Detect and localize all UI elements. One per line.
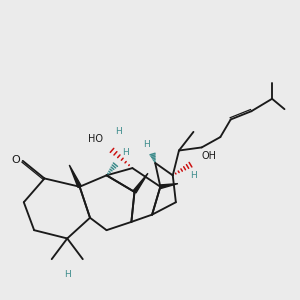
Text: H: H (143, 140, 150, 149)
Text: HO: HO (88, 134, 103, 144)
Text: H: H (116, 128, 122, 136)
Polygon shape (133, 173, 148, 193)
Text: O: O (11, 155, 20, 165)
Polygon shape (69, 165, 81, 188)
Text: H: H (122, 148, 128, 157)
Text: OH: OH (202, 151, 217, 161)
Text: H: H (64, 270, 70, 279)
Text: H: H (190, 171, 197, 180)
Polygon shape (160, 184, 178, 188)
